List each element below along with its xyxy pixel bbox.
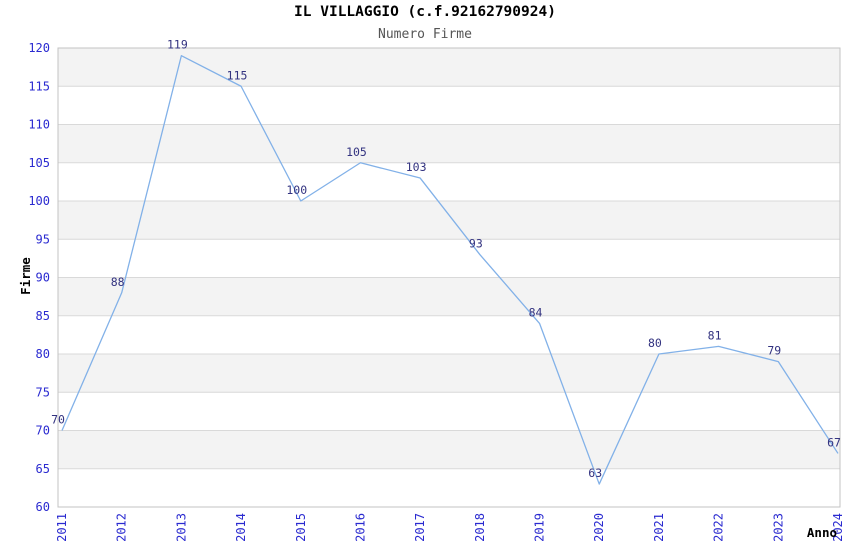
x-axis-title: Anno (807, 525, 837, 540)
plot-band (58, 430, 840, 469)
x-tick-label: 2015 (294, 513, 308, 542)
data-point-label: 103 (406, 160, 427, 174)
plot-band (58, 201, 840, 240)
x-tick-label: 2020 (592, 513, 606, 542)
data-point-label: 88 (111, 275, 125, 289)
x-tick-label: 2011 (55, 513, 69, 542)
plot-band (58, 124, 840, 163)
y-tick-label: 80 (36, 347, 50, 361)
y-tick-label: 90 (36, 271, 50, 285)
x-tick-label: 2017 (413, 513, 427, 542)
data-point-label: 79 (767, 344, 781, 358)
y-tick-label: 95 (36, 232, 50, 246)
plot-band (58, 277, 840, 316)
chart-subtitle: Numero Firme (378, 27, 472, 42)
data-point-label: 70 (51, 413, 65, 427)
x-tick-label: 2018 (473, 513, 487, 542)
y-tick-label: 100 (28, 194, 50, 208)
y-tick-label: 105 (28, 156, 50, 170)
x-tick-label: 2016 (353, 513, 367, 542)
plot-border (57, 47, 841, 508)
y-tick-label: 110 (28, 118, 50, 132)
y-tick-label: 115 (28, 79, 50, 93)
series-line (61, 55, 839, 485)
x-tick-label: 2019 (533, 513, 547, 542)
x-tick-label: 2021 (652, 513, 666, 542)
data-point-label: 81 (708, 328, 722, 342)
y-axis-title: Firme (18, 257, 33, 295)
x-tick-label: 2024 (831, 513, 845, 542)
data-point-label: 80 (648, 336, 662, 350)
y-tick-label: 70 (36, 424, 50, 438)
x-tick-label: 2014 (234, 513, 248, 542)
y-tick-label: 120 (28, 41, 50, 55)
x-tick-label: 2022 (712, 513, 726, 542)
y-tick-label: 65 (36, 462, 50, 476)
data-point-label: 105 (346, 145, 367, 159)
x-tick-label: 2012 (115, 513, 129, 542)
plot-band (58, 48, 840, 87)
plot-band (58, 354, 840, 393)
y-tick-label: 85 (36, 309, 50, 323)
chart-title: IL VILLAGGIO (c.f.92162790924) (294, 4, 556, 20)
data-point-label: 84 (529, 305, 543, 319)
data-point-label: 93 (469, 237, 483, 251)
y-tick-label: 60 (36, 500, 50, 514)
data-point-label: 67 (827, 435, 841, 449)
data-point-label: 115 (227, 68, 248, 82)
data-point-label: 100 (286, 183, 307, 197)
data-point-label: 119 (167, 38, 188, 52)
x-tick-label: 2023 (771, 513, 785, 542)
y-tick-label: 75 (36, 385, 50, 399)
x-tick-label: 2013 (174, 513, 188, 542)
data-point-label: 63 (588, 466, 602, 480)
